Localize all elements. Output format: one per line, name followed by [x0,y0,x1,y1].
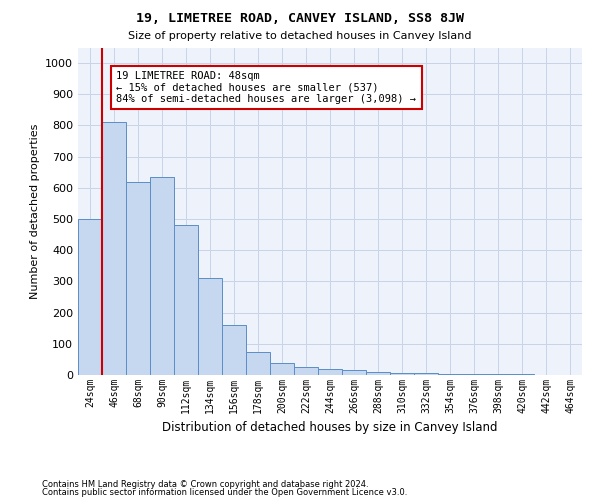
Bar [198,278,222,375]
Bar [342,370,366,375]
Bar [246,352,270,375]
Bar [102,122,126,375]
Bar [366,372,390,375]
Text: Size of property relative to detached houses in Canvey Island: Size of property relative to detached ho… [128,31,472,41]
Bar [78,219,102,375]
Bar [438,374,462,375]
Bar [486,374,510,375]
Bar [414,374,438,375]
Bar [318,369,342,375]
Bar [126,182,150,375]
Bar [150,177,174,375]
Bar [294,367,318,375]
Y-axis label: Number of detached properties: Number of detached properties [29,124,40,299]
Text: 19, LIMETREE ROAD, CANVEY ISLAND, SS8 8JW: 19, LIMETREE ROAD, CANVEY ISLAND, SS8 8J… [136,12,464,26]
Bar [462,374,486,375]
Bar [390,372,414,375]
X-axis label: Distribution of detached houses by size in Canvey Island: Distribution of detached houses by size … [162,422,498,434]
Bar [174,226,198,375]
Text: Contains public sector information licensed under the Open Government Licence v3: Contains public sector information licen… [42,488,407,497]
Text: Contains HM Land Registry data © Crown copyright and database right 2024.: Contains HM Land Registry data © Crown c… [42,480,368,489]
Bar [222,325,246,375]
Text: 19 LIMETREE ROAD: 48sqm
← 15% of detached houses are smaller (537)
84% of semi-d: 19 LIMETREE ROAD: 48sqm ← 15% of detache… [116,71,416,104]
Bar [270,362,294,375]
Bar [510,374,534,375]
